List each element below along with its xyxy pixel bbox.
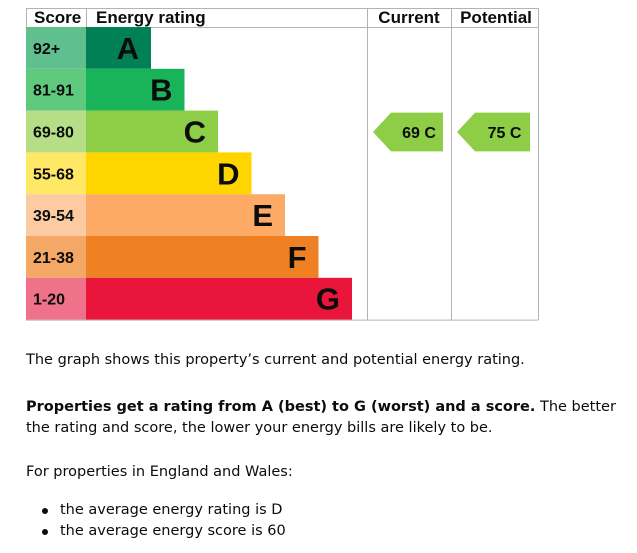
rating-bar-f <box>86 236 319 278</box>
rating-bar-g <box>86 277 352 320</box>
rating-bar-e <box>86 194 285 236</box>
current-column-header: Current <box>378 8 440 27</box>
current-rating-arrow <box>373 112 443 152</box>
rating-bar-a <box>86 27 151 69</box>
score-cell <box>26 194 86 236</box>
rating-bar-b <box>86 68 185 111</box>
rating-explanation: Properties get a rating from A (best) to… <box>26 397 626 439</box>
rating-letter-b: B <box>150 73 172 108</box>
rating-letter-f: F <box>288 240 307 275</box>
score-range-label: 81-91 <box>33 83 74 100</box>
chart-headers: Score Energy rating Current Potential <box>34 8 532 27</box>
rating-bar-d <box>86 152 252 195</box>
potential-rating-label: 75 C <box>488 125 522 142</box>
score-range-label: 55-68 <box>33 166 74 183</box>
score-cell <box>26 68 86 111</box>
current-rating-label: 69 C <box>402 125 436 142</box>
score-range-label: 92+ <box>33 41 60 58</box>
score-cell <box>26 152 86 195</box>
score-range-label: 1-20 <box>33 292 65 309</box>
potential-rating-arrow <box>457 112 530 152</box>
rating-letter-e: E <box>252 198 273 233</box>
rating-letter-c: C <box>184 115 206 150</box>
score-column-header: Score <box>34 8 81 27</box>
rating-explanation-rest: The better the rating and score, the low… <box>26 399 616 436</box>
region-text: For properties in England and Wales: <box>26 464 293 480</box>
rating-letter-g: G <box>316 282 340 317</box>
rating-bar-c <box>86 110 218 153</box>
potential-column-header: Potential <box>460 8 532 27</box>
score-cell <box>26 236 86 278</box>
list-item: the average energy rating is D <box>26 500 626 521</box>
score-range-label: 39-54 <box>33 208 74 225</box>
energy-rating-column-header: Energy rating <box>96 8 206 27</box>
intro-text: The graph shows this property’s current … <box>26 352 525 368</box>
rating-letter-d: D <box>217 156 239 191</box>
score-cell <box>26 27 86 69</box>
rating-letter-a: A <box>117 31 139 66</box>
score-range-label: 21-38 <box>33 250 74 267</box>
energy-rating-chart: Score Energy rating Current Potential 92… <box>26 8 539 321</box>
rating-explanation-bold: Properties get a rating from A (best) to… <box>26 399 536 415</box>
rating-bands: 92+ A 81-91 B 69-80 C 55-68 D 39-54 E 21-38 F 1-20 G <box>26 27 352 320</box>
list-item: the average energy score is 60 <box>26 521 626 542</box>
score-cell <box>26 110 86 153</box>
average-list: the average energy rating is D the avera… <box>26 500 626 542</box>
score-cell <box>26 277 86 320</box>
score-range-label: 69-80 <box>33 125 74 142</box>
bullet-icon <box>42 508 48 514</box>
rating-markers: 69 C 75 C <box>373 112 530 152</box>
bullet-icon <box>42 529 48 535</box>
